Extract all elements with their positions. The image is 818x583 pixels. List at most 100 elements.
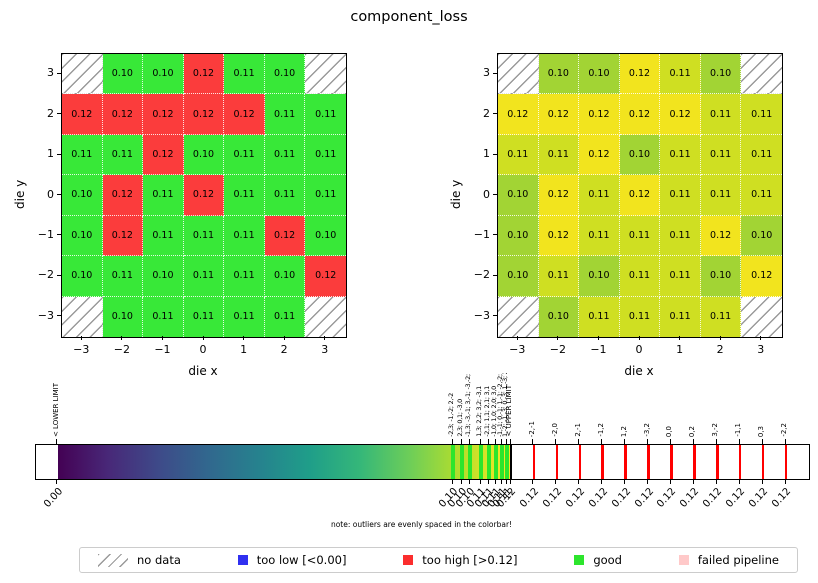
- colorbar-die-coords-label: -1,3; -3,-1; 3,-1; -3,-2; -2,-3: [464, 373, 472, 437]
- y-axis-tick-label: −3: [473, 308, 490, 322]
- x-axis-tick-mark: [202, 336, 204, 340]
- colorbar-tick-mark: [624, 479, 626, 484]
- cell-value: 0.12: [628, 68, 651, 80]
- wafer-cell: 0.11: [224, 134, 265, 176]
- colorbar-die-coords-label: 2,-1: [573, 423, 582, 437]
- wafer-cell: 0.11: [224, 296, 265, 337]
- cell-value: 0.11: [274, 108, 296, 120]
- wafer-cell: 0.12: [619, 54, 661, 95]
- cell-value: 0.12: [71, 108, 93, 120]
- colorbar-good-value-line: [479, 445, 483, 479]
- upper-limit-label: < UPPER LIMIT: [505, 385, 513, 437]
- cell-value: 0.11: [588, 229, 610, 241]
- y-axis-tick-mark: [57, 113, 61, 115]
- wafer-cell: 0.11: [700, 175, 742, 216]
- colorbar-outlier-line: [738, 445, 742, 479]
- colorbar-die-coords-label: 1,2: [619, 425, 628, 437]
- colorbar-tick-mark: [738, 479, 740, 484]
- wafer-cell: 0.10: [62, 215, 103, 257]
- cell-value: 0.10: [751, 229, 773, 241]
- x-axis-tick-mark: [719, 336, 721, 340]
- x-axis-tick-label: −3: [509, 343, 526, 356]
- y-axis-tick-mark: [57, 153, 61, 155]
- wafer-cell: 0.10: [143, 54, 184, 95]
- cell-value: 0.11: [628, 311, 651, 323]
- wafer-cell: 0.11: [741, 94, 782, 135]
- wafer-cell: 0.11: [700, 94, 742, 135]
- legend-label: too low [<0.00]: [256, 553, 347, 567]
- colorbar-tick-mark: [601, 479, 603, 484]
- x-axis-tick-label: −1: [154, 343, 171, 356]
- legend: no data too low [<0.00] too high [>0.12] go…: [79, 547, 798, 573]
- cell-value: 0.12: [669, 108, 691, 120]
- colorbar-tick-mark: [578, 479, 580, 484]
- x-axis-tick-label: 0: [635, 343, 643, 356]
- colorbar-tick-mark: [494, 479, 496, 484]
- wafer-cell: 0.10: [143, 256, 184, 297]
- wafer-cell: 0.11: [660, 134, 701, 176]
- wafer-cell: 0.11: [700, 134, 742, 176]
- wafer-cell: 0.11: [579, 296, 620, 337]
- wafer-cell: 0.11: [660, 175, 701, 216]
- cell-value: 0.11: [669, 189, 691, 201]
- colorbar-tick-mark: [601, 439, 603, 444]
- colorbar-outlier-line: [761, 445, 765, 479]
- cell-value: 0.11: [233, 189, 255, 201]
- wafer-cell: 0.12: [224, 94, 265, 135]
- cell-value: 0.12: [588, 149, 610, 161]
- cell-value: 0.11: [71, 149, 93, 161]
- wafer-cell: 0.10: [700, 54, 742, 95]
- colorbar-tick-mark: [761, 479, 763, 484]
- cell-value: 0.11: [669, 149, 691, 161]
- cell-value: 0.10: [588, 270, 610, 282]
- wafer-cell: 0.11: [224, 256, 265, 297]
- cell-value: 0.11: [152, 189, 174, 201]
- cell-value: 0.12: [233, 108, 255, 120]
- x-axis-tick-mark: [557, 336, 559, 340]
- cell-value: 0.11: [274, 189, 296, 201]
- wafer-cell: 0.11: [660, 256, 701, 297]
- colorbar-die-coords-label: 0,2: [688, 425, 697, 437]
- wafer-cell: 0.11: [741, 175, 782, 216]
- wafer-cell: 0.11: [102, 134, 144, 176]
- cell-value: 0.10: [71, 189, 93, 201]
- wafer-cell: 0.10: [498, 215, 539, 257]
- x-axis-tick-label: 3: [757, 343, 765, 356]
- cell-value: 0.11: [628, 270, 651, 282]
- x-axis-tick-mark: [597, 336, 599, 340]
- colorbar-good-value-line: [451, 445, 455, 479]
- cell-value: 0.11: [669, 229, 691, 241]
- x-axis-tick-mark: [679, 336, 681, 340]
- wafer-cell: 0.12: [183, 94, 225, 135]
- cell-value: 0.11: [233, 68, 255, 80]
- y-axis-tick-mark: [493, 234, 497, 236]
- wafer-cell: 0.12: [498, 94, 539, 135]
- y-axis-tick-mark: [493, 194, 497, 195]
- cell-value: 0.10: [507, 270, 529, 282]
- wafer-cell: 0.11: [579, 215, 620, 257]
- colorbar-die-coords-label: -2,2: [780, 423, 789, 437]
- legend-color-swatch: [678, 555, 689, 565]
- wafer-cell: 0.11: [183, 215, 225, 257]
- wafer-cell: 0.12: [264, 215, 306, 257]
- colorbar-die-coords-label: 0,0: [665, 425, 674, 437]
- colorbar-outlier-line: [578, 445, 582, 479]
- wafer-cell: 0.11: [143, 296, 184, 337]
- wafer-cell: 0.11: [305, 175, 346, 216]
- wafer-cell: 0.10: [579, 256, 620, 297]
- wafer-cell: 0.10: [498, 256, 539, 297]
- cell-value: 0.11: [233, 311, 255, 323]
- colorbar-outlier-line: [532, 445, 536, 479]
- colorbar-tick-mark: [761, 439, 763, 444]
- colorbar-tick-mark: [479, 479, 481, 484]
- lower-limit-label: < LOWER LIMIT: [51, 382, 60, 437]
- wafer-cell: 0.12: [619, 175, 661, 216]
- cell-value: 0.10: [547, 68, 569, 80]
- wafer-cell: 0.10: [264, 256, 306, 297]
- colorbar-note: note: outliers are evenly spaced in the …: [330, 520, 513, 529]
- wafer-cell: 0.11: [264, 94, 306, 135]
- x-axis-tick-label: 1: [676, 343, 684, 356]
- colorbar-tick-mark: [479, 439, 481, 444]
- colorbar-tick-mark: [692, 479, 694, 484]
- wafer-cell: 0.10: [62, 256, 103, 297]
